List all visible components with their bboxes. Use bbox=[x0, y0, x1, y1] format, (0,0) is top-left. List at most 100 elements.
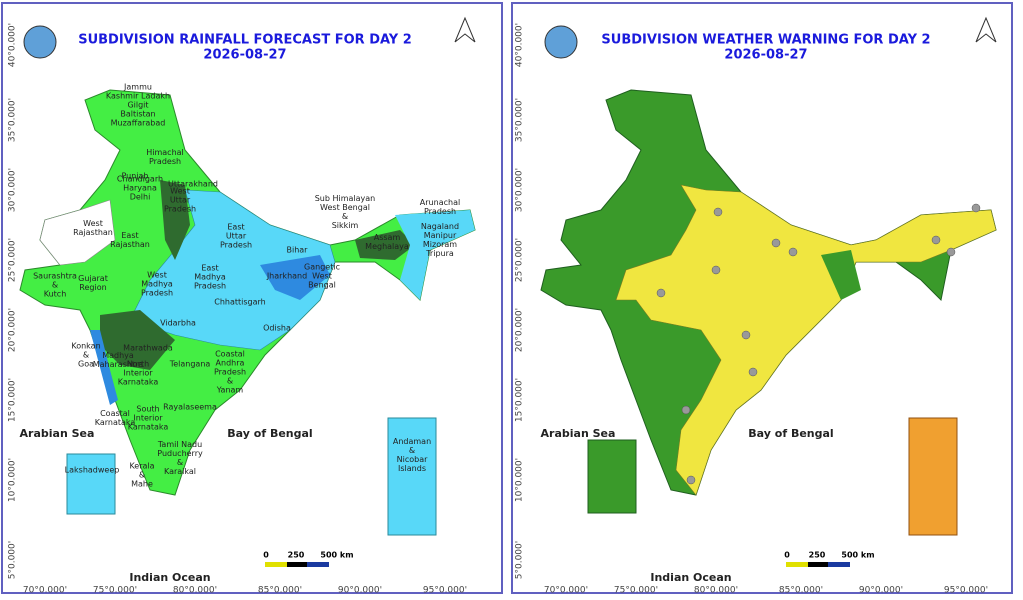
region-label: West bbox=[83, 219, 103, 228]
region-label: Rajasthan bbox=[73, 228, 113, 237]
region-label: Madhya bbox=[194, 273, 226, 282]
weather-icon bbox=[946, 247, 956, 257]
longitude-label: 95°0.000' bbox=[944, 586, 988, 596]
region-label: Nicobar bbox=[397, 455, 428, 464]
region-label: Tripura bbox=[425, 249, 454, 258]
latitude-label: 5°0.000' bbox=[8, 541, 18, 579]
region-label: Region bbox=[79, 283, 106, 292]
weather-icon bbox=[748, 367, 758, 377]
region-label: Bengal bbox=[308, 281, 336, 290]
region-label: Pradesh bbox=[149, 157, 181, 166]
region-label: Pradesh bbox=[424, 207, 456, 216]
region-label: North bbox=[127, 360, 149, 369]
region-label: Karnataka bbox=[128, 423, 169, 432]
map-title: SUBDIVISION WEATHER WARNING FOR DAY 2 bbox=[601, 33, 930, 48]
weather-icon bbox=[771, 238, 781, 248]
region-label: Madhya bbox=[102, 351, 134, 360]
region-label: Mahe bbox=[131, 480, 153, 489]
region-label: Uttar bbox=[226, 232, 247, 241]
region-label: West bbox=[170, 187, 190, 196]
region-label: West bbox=[312, 272, 332, 281]
latitude-label: 40°0.000' bbox=[515, 23, 525, 67]
region-label: Maharashtra bbox=[93, 360, 144, 369]
latitude-label: 5°0.000' bbox=[515, 541, 525, 579]
region-label: & bbox=[409, 446, 415, 455]
region-label: Punjab bbox=[121, 172, 148, 181]
weather-icon bbox=[741, 330, 751, 340]
latitude-label: 40°0.000' bbox=[8, 23, 18, 67]
region-label: Konkan bbox=[71, 342, 100, 351]
weather-icon bbox=[711, 265, 721, 275]
latitude-label: 25°0.000' bbox=[515, 238, 525, 282]
region-label: East bbox=[121, 231, 138, 240]
region-label: & bbox=[83, 351, 89, 360]
region-label: Nagaland bbox=[421, 222, 459, 231]
region-label: Meghalaya bbox=[365, 242, 409, 251]
region-label: Chandigarh bbox=[117, 175, 163, 184]
longitude-label: 70°0.000' bbox=[23, 586, 67, 596]
region-label: & bbox=[177, 458, 183, 467]
region-label: Karaikal bbox=[164, 467, 196, 476]
region-label: Chhattisgarh bbox=[214, 298, 266, 307]
map-title: SUBDIVISION RAINFALL FORECAST FOR DAY 2 bbox=[78, 33, 412, 48]
weather-icon bbox=[713, 207, 723, 217]
emblem bbox=[23, 25, 57, 59]
region-label: West bbox=[147, 271, 167, 280]
region-label: Muzaffarabad bbox=[111, 119, 166, 128]
region-label: Gilgit bbox=[127, 101, 148, 110]
latitude-label: 20°0.000' bbox=[515, 308, 525, 352]
longitude-label: 75°0.000' bbox=[614, 586, 658, 596]
region-label: Arunachal bbox=[420, 198, 460, 207]
region-label: Islands bbox=[398, 464, 426, 473]
region-label: East bbox=[201, 264, 218, 273]
emblem bbox=[544, 25, 578, 59]
longitude-label: 80°0.000' bbox=[694, 586, 738, 596]
region-label: Interior bbox=[123, 369, 153, 378]
scale-label: 0 bbox=[263, 551, 269, 560]
longitude-label: 90°0.000' bbox=[338, 586, 382, 596]
region-label: Manipur bbox=[424, 231, 457, 240]
latitude-label: 15°0.000' bbox=[8, 378, 18, 422]
longitude-label: 95°0.000' bbox=[423, 586, 467, 596]
sea-label: Indian Ocean bbox=[129, 571, 210, 584]
region-label: Telangana bbox=[169, 360, 211, 369]
region-label: Vidarbha bbox=[160, 319, 196, 328]
longitude-label: 75°0.000' bbox=[93, 586, 137, 596]
longitude-label: 90°0.000' bbox=[859, 586, 903, 596]
region-label: Assam bbox=[374, 233, 401, 242]
region-label: Sikkim bbox=[332, 221, 359, 230]
region-label: South bbox=[136, 405, 159, 414]
region-label: Lakshadweep bbox=[65, 466, 120, 475]
forecast-panel: SUBDIVISION RAINFALL FORECAST FOR DAY 2 2… bbox=[1, 2, 503, 596]
latitude-label: 35°0.000' bbox=[515, 98, 525, 142]
longitude-label: 85°0.000' bbox=[779, 586, 823, 596]
region-label: Marathwada bbox=[123, 344, 173, 353]
region-label: Interior bbox=[133, 414, 163, 423]
scale-label: 500 km bbox=[320, 551, 353, 560]
region-label: Kerala bbox=[129, 462, 154, 471]
region-label: Goa bbox=[78, 360, 94, 369]
region-label: Pradesh bbox=[141, 289, 173, 298]
region-label: Kashmir Ladakh bbox=[106, 92, 170, 101]
warning-panel: SUBDIVISION WEATHER WARNING FOR DAY 2202… bbox=[511, 2, 1013, 596]
region-label: East bbox=[227, 223, 244, 232]
region-label: Jammu bbox=[123, 83, 152, 92]
sea-label: Bay of Bengal bbox=[748, 427, 833, 440]
region-label: Coastal bbox=[100, 409, 130, 418]
scale-label: 250 bbox=[809, 551, 826, 560]
region-label: Jharkhand bbox=[266, 272, 307, 281]
region-label: Kutch bbox=[44, 290, 67, 299]
region-label: West Bengal bbox=[320, 203, 370, 212]
latitude-label: 30°0.000' bbox=[8, 168, 18, 212]
region-label: Odisha bbox=[263, 324, 291, 333]
region-label: Saurashtra bbox=[33, 272, 77, 281]
latitude-label: 15°0.000' bbox=[515, 378, 525, 422]
region-label: & bbox=[227, 377, 233, 386]
weather-icon bbox=[931, 235, 941, 245]
region-label: Gangetic bbox=[304, 263, 340, 272]
region-label: Tamil Nadu bbox=[157, 440, 202, 449]
sea-label: Indian Ocean bbox=[650, 571, 731, 584]
latitude-label: 25°0.000' bbox=[8, 238, 18, 282]
weather-icon bbox=[971, 203, 981, 213]
region-label: Rayalaseema bbox=[163, 403, 217, 412]
